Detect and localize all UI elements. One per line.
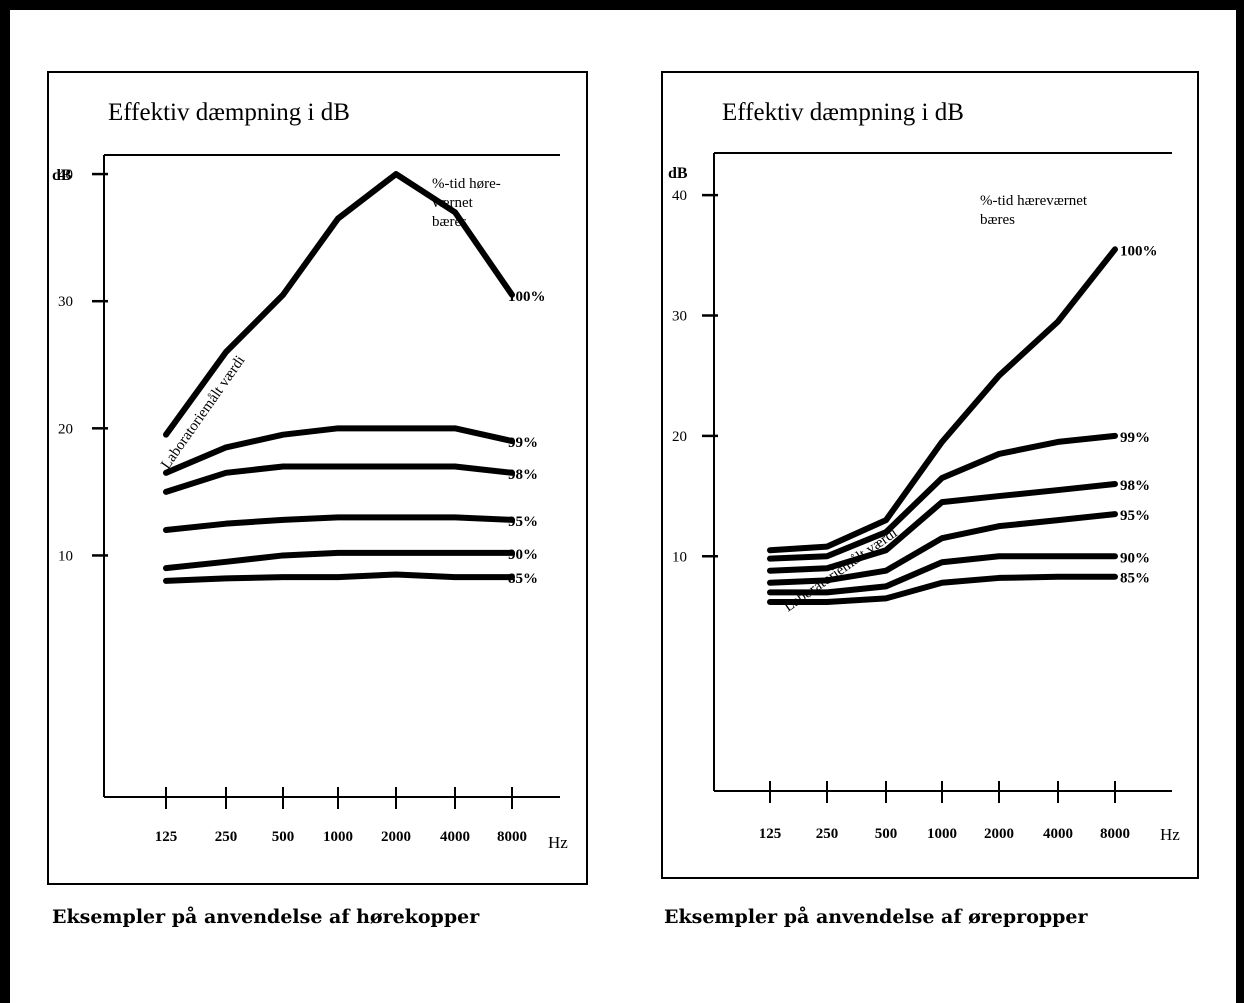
x-tick-label: 500 — [272, 829, 295, 845]
chart-title: Effektiv dæmpning i dB — [108, 99, 350, 126]
series-line-85pct — [767, 573, 1118, 606]
axes: 10 20 30 40 125 250 500 1000 2000 4000 8000 — [672, 152, 1172, 842]
series-label: 99% — [1120, 430, 1150, 446]
series-label: 100% — [508, 289, 546, 305]
x-tick-label: 1000 — [927, 826, 957, 842]
x-tick-label: 2000 — [381, 829, 411, 845]
series-line-95pct — [163, 514, 515, 534]
series-label: 90% — [508, 547, 538, 563]
series-line-99pct — [767, 432, 1118, 562]
y-tick-label: 10 — [672, 549, 687, 565]
series-label: 98% — [508, 467, 538, 483]
x-axis-label: Hz — [1160, 825, 1180, 844]
x-tick-label: 250 — [215, 829, 238, 845]
panel-border — [661, 71, 1199, 879]
axes: 10 20 30 40 125 250 500 1000 2000 4000 8000 — [58, 154, 560, 845]
series-line-85pct — [163, 571, 515, 584]
y-axis-label: dB — [52, 167, 72, 184]
series-line-90pct — [767, 553, 1118, 596]
legend-title-line-2: bæres — [980, 212, 1015, 228]
caption-oerepropper: Eksempler på anvendelse af ørepropper — [664, 906, 1088, 928]
series-label: 100% — [1120, 243, 1158, 259]
y-tick-label: 20 — [672, 429, 687, 445]
series-label: 90% — [1120, 550, 1150, 566]
y-tick-label: 20 — [58, 421, 73, 437]
series-line-90pct — [163, 549, 515, 572]
chart-title: Effektiv dæmpning i dB — [722, 99, 964, 126]
y-tick-label: 10 — [58, 548, 73, 564]
series-label: 99% — [508, 435, 538, 451]
y-tick-label: 40 — [58, 167, 73, 183]
series-label: 98% — [1120, 478, 1150, 494]
series-line-100pct — [163, 171, 515, 438]
x-tick-label: 4000 — [1043, 826, 1073, 842]
x-tick-label: 500 — [875, 826, 898, 842]
series-label: 85% — [1120, 571, 1150, 587]
x-tick-label: 8000 — [497, 829, 527, 845]
series-line-99pct — [163, 425, 515, 476]
x-tick-label: 125 — [155, 829, 178, 845]
series-label: 95% — [1120, 508, 1150, 524]
legend-title-line-1: %-tid høre- — [432, 176, 501, 192]
legend-title: %-tid hæreværnet bæres — [980, 193, 1088, 228]
legend-title-line-1: %-tid hæreværnet — [980, 193, 1088, 209]
series-label: 85% — [508, 571, 538, 587]
caption-hoerekopper: Eksempler på anvendelse af hørekopper — [52, 906, 480, 928]
x-tick-label: 2000 — [984, 826, 1014, 842]
series-label: 95% — [508, 514, 538, 530]
panel-border — [47, 71, 588, 885]
series-line-100pct — [767, 246, 1118, 554]
x-tick-label: 1000 — [323, 829, 353, 845]
y-tick-label: 30 — [672, 309, 687, 325]
series-line-95pct — [767, 511, 1118, 586]
series-line-98pct — [163, 463, 515, 495]
x-tick-label: 8000 — [1100, 826, 1130, 842]
series-group: 100% 99% 98% 95% 90% 85% — [163, 171, 546, 587]
x-axis-label: Hz — [548, 833, 568, 852]
series-line-98pct — [767, 481, 1118, 574]
y-tick-label: 30 — [58, 294, 73, 310]
x-tick-label: 4000 — [440, 829, 470, 845]
y-tick-label: 40 — [672, 188, 687, 204]
chart-oerepropper: Effektiv dæmpning i dB dB Hz %-tid hærev… — [661, 71, 1199, 879]
x-tick-label: 125 — [759, 826, 782, 842]
series-group: 100% 99% 98% 95% 90% 85% — [767, 243, 1158, 606]
x-tick-label: 250 — [816, 826, 839, 842]
y-axis-label: dB — [668, 165, 688, 182]
chart-hoerekopper: Effektiv dæmpning i dB dB Hz %-tid høre-… — [47, 71, 588, 885]
